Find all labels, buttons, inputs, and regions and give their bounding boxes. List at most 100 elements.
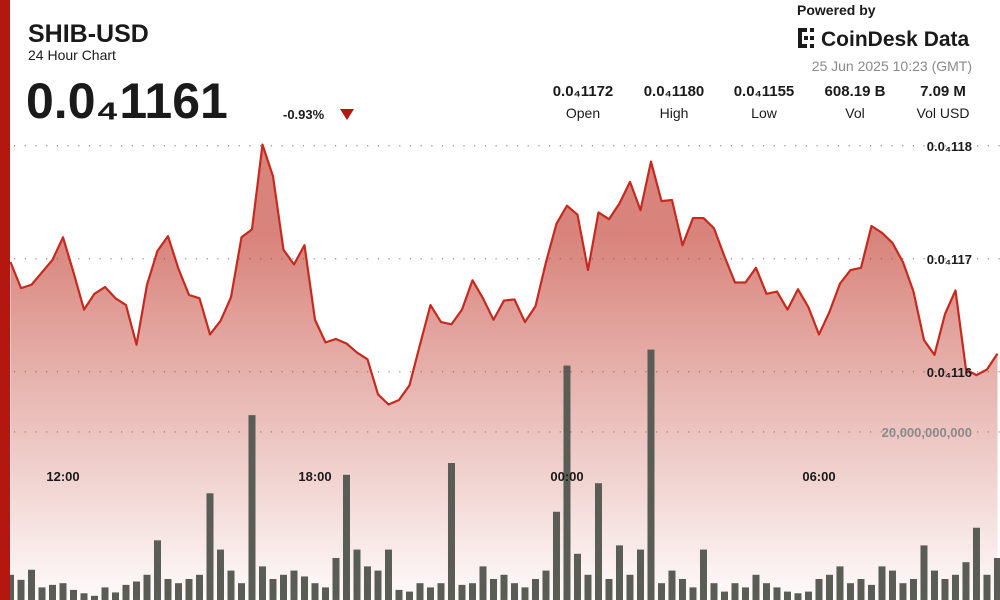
stat-value: 0.0₄1172 (553, 83, 614, 100)
volume-bar (111, 592, 119, 600)
volume-bar (447, 463, 455, 600)
volume-bar (353, 549, 361, 600)
volume-bar (300, 576, 308, 600)
volume-bar (17, 579, 25, 600)
volume-bar (899, 583, 907, 600)
stat-value: 0.0₄1180 (644, 83, 705, 100)
volume-bar (426, 587, 434, 600)
volume-bar (909, 578, 917, 600)
volume-bar (185, 578, 193, 600)
volume-bar (227, 570, 235, 600)
volume-bar (122, 584, 130, 600)
brand-name: CoinDesk Data (821, 28, 970, 51)
volume-bar (962, 562, 970, 600)
volume-bar (321, 587, 329, 600)
volume-bar (731, 583, 739, 600)
chart-title: SHIB-USD (28, 20, 149, 48)
volume-bar (647, 349, 655, 600)
volume-bar (783, 591, 791, 600)
volume-bar (888, 570, 896, 600)
down-arrow (340, 109, 354, 120)
volume-bar (615, 545, 623, 600)
y-tick-label: 0.0₄116 (927, 365, 972, 380)
volume-bar (416, 583, 424, 600)
volume-bar (794, 593, 802, 600)
volume-bar (951, 574, 959, 600)
volume-bar (279, 574, 287, 600)
volume-bar (90, 595, 98, 600)
volume-bar (867, 584, 875, 600)
volume-bar (6, 574, 14, 600)
brand-logo (798, 28, 814, 48)
volume-bar (311, 583, 319, 600)
volume-bar (48, 584, 56, 600)
volume-bar (878, 566, 886, 600)
volume-bar (720, 591, 728, 600)
volume-bar (437, 583, 445, 600)
stat-label: High (660, 105, 689, 121)
stat-value: 0.0₄1155 (734, 83, 795, 100)
volume-bar (237, 583, 245, 600)
stat-label: Vol USD (917, 105, 970, 121)
volume-bar (510, 583, 518, 600)
x-tick-label: 00:00 (550, 469, 583, 484)
volume-bar (216, 549, 224, 600)
stat-label: Open (566, 105, 600, 121)
stat-value: 7.09 M (920, 83, 966, 100)
volume-bar (636, 549, 644, 600)
volume-bar (206, 493, 214, 600)
price-change: -0.93% (283, 107, 325, 122)
stats: 0.0₄1172 Open 0.0₄1180 High 0.0₄1155 Low 608.1… (553, 83, 970, 121)
volume-bar (594, 483, 602, 600)
plot-area: 0.0₄118 0.0₄117 0.0₄116 20,000,000,000 12:00… (6, 139, 1000, 600)
volume-bar (972, 527, 980, 600)
volume-bar (395, 589, 403, 600)
volume-bar (531, 578, 539, 600)
volume-bar (584, 574, 592, 600)
volume-bar (59, 583, 67, 600)
volume-bar (258, 566, 266, 600)
volume-bar (605, 578, 613, 600)
volume-bar (101, 587, 109, 600)
volume-bar (678, 578, 686, 600)
x-tick-label: 06:00 (802, 469, 835, 484)
volume-bar (80, 593, 88, 600)
volume-bar (825, 574, 833, 600)
volume-bar (489, 578, 497, 600)
price-line (9, 143, 999, 406)
volume-bar (542, 570, 550, 600)
volume-bar (342, 474, 350, 600)
volume-bar (332, 557, 340, 600)
volume-bar (174, 583, 182, 600)
volume-bar (143, 574, 151, 600)
volume-bar (815, 578, 823, 600)
volume-bar (248, 415, 256, 600)
volume-bar (710, 583, 718, 600)
volume-bar (626, 574, 634, 600)
volume-bar (405, 591, 413, 600)
volume-bar (846, 583, 854, 600)
volume-bar (804, 591, 812, 600)
volume-bar (752, 574, 760, 600)
volume-bar (38, 587, 46, 600)
stat-label: Low (751, 105, 778, 121)
volume-bar (930, 570, 938, 600)
chart-subtitle: 24 Hour Chart (28, 47, 116, 63)
stat-value: 608.19 B (825, 83, 886, 100)
volume-bar (668, 570, 676, 600)
volume-bar (479, 566, 487, 600)
volume-bar (27, 569, 35, 600)
volume-bar (132, 581, 140, 600)
volume-bar (384, 549, 392, 600)
volume-bar (857, 578, 865, 600)
volume-bar (500, 574, 508, 600)
volume-bar (941, 578, 949, 600)
stat-label: Vol (845, 105, 864, 121)
x-tick-label: 12:00 (46, 469, 79, 484)
volume-bar (993, 557, 1000, 600)
volume-bar (983, 574, 991, 600)
volume-bar (290, 570, 298, 600)
volume-bar (657, 583, 665, 600)
volume-bar (741, 587, 749, 600)
